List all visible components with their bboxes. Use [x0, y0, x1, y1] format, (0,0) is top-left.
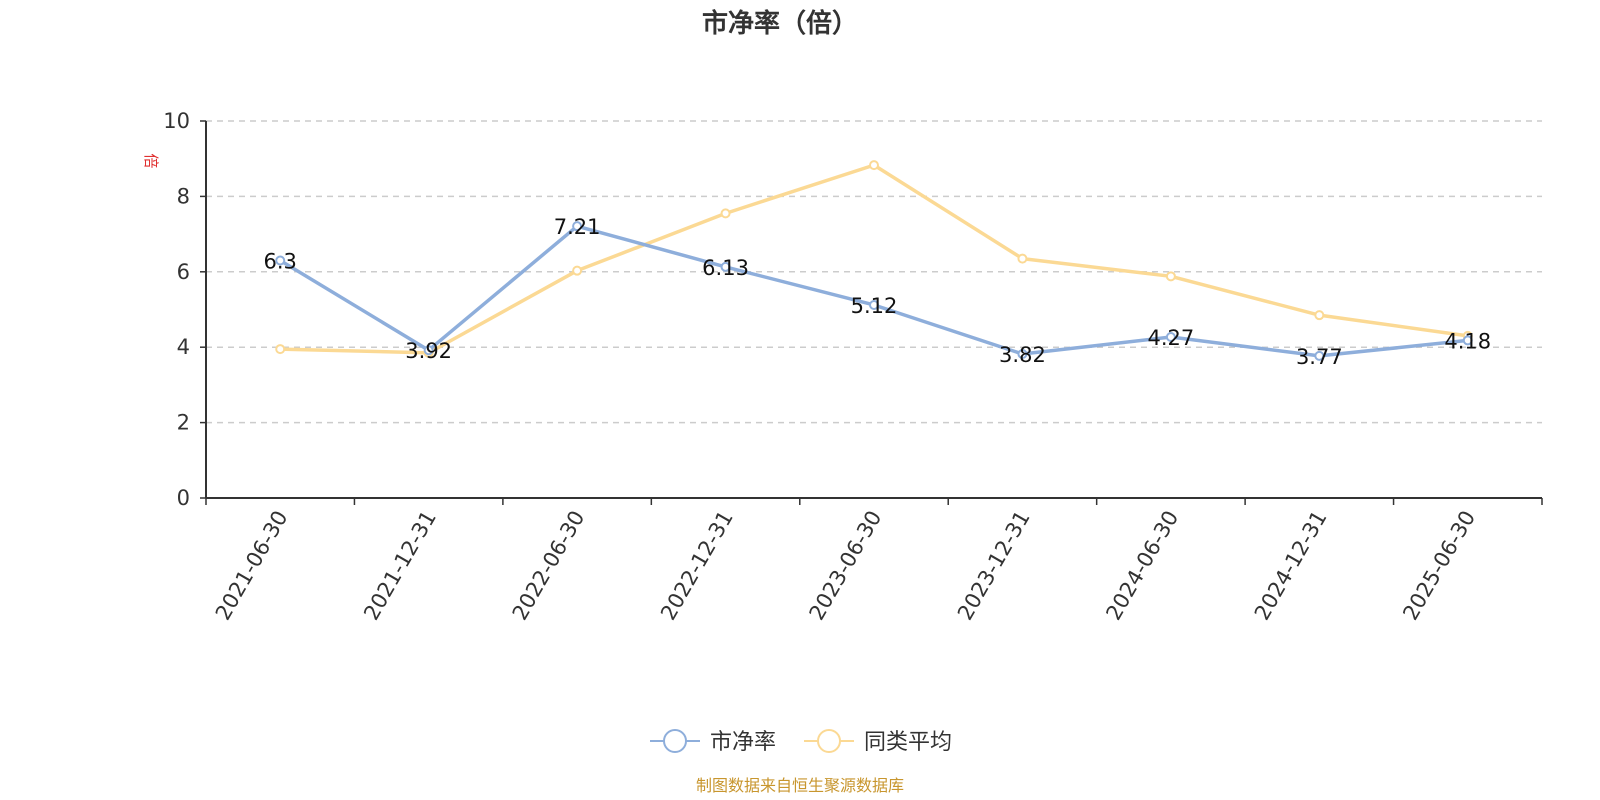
- y-axis-unit: 倍: [142, 153, 160, 168]
- legend: 市净率 同类平均: [650, 729, 952, 755]
- data-point: [423, 345, 434, 356]
- data-point: [1017, 348, 1028, 359]
- legend-label: 同类平均: [864, 730, 952, 755]
- y-tick-label: 10: [163, 109, 190, 133]
- axes: [205, 121, 1542, 499]
- x-tick-label: 2021-06-30: [211, 507, 293, 625]
- source-note: 制图数据来自恒生聚源数据库: [696, 776, 904, 795]
- legend-marker: [663, 729, 687, 753]
- legend-label: 市净率: [710, 730, 776, 755]
- y-tick-label: 6: [177, 260, 190, 284]
- y-tick-label: 0: [177, 486, 190, 510]
- data-label: 3.77: [1296, 345, 1343, 369]
- y-tick-label: 4: [177, 335, 190, 359]
- data-point: [869, 160, 879, 171]
- series-group: [275, 160, 1473, 361]
- data-label: 6.13: [702, 256, 749, 280]
- x-tick-label: 2022-12-31: [656, 507, 738, 625]
- data-label: 7.21: [554, 215, 601, 239]
- data-labels: 6.3 3.92 7.21 6.13 5.12 3.82 4.27 3.77 4.18: [264, 215, 1492, 369]
- data-point: [275, 344, 286, 355]
- data-point: [1165, 332, 1176, 343]
- data-point: [1017, 253, 1028, 264]
- data-label: 5.12: [851, 294, 898, 318]
- chart-title: 市净率（倍）: [702, 8, 858, 39]
- data-label: 3.82: [999, 343, 1046, 367]
- data-point: [1165, 271, 1176, 282]
- x-tick-label: 2023-06-30: [805, 507, 887, 625]
- data-point: [869, 299, 879, 310]
- data-label: 3.92: [405, 339, 452, 363]
- data-point: [1314, 310, 1325, 321]
- data-point: [1314, 350, 1325, 361]
- y-tick-label: 8: [177, 184, 190, 208]
- y-tick-label: 2: [177, 411, 190, 435]
- data-point: [1462, 335, 1473, 346]
- data-point: [720, 261, 731, 272]
- x-tick-label: 2024-12-31: [1250, 507, 1332, 625]
- data-label: 4.27: [1148, 326, 1195, 350]
- x-tick-label: 2022-06-30: [508, 507, 590, 625]
- legend-marker: [817, 729, 841, 753]
- x-tick-label: 2025-06-30: [1398, 507, 1480, 625]
- data-point: [572, 265, 583, 276]
- data-point: [720, 208, 731, 219]
- data-point: [572, 221, 583, 232]
- x-tick-label: 2021-12-31: [359, 506, 441, 624]
- data-label: 4.18: [1444, 329, 1491, 353]
- x-tick-label: 2024-06-30: [1101, 507, 1183, 625]
- x-tick-label: 2023-12-31: [953, 507, 1035, 625]
- x-axis-ticks: 2021-06-30 2021-12-31 2022-06-30 2022-12-31…: [205, 498, 1543, 625]
- y-axis-ticks: 0 2 4 6 8 10: [163, 109, 206, 510]
- data-label: 6.3: [264, 249, 297, 273]
- data-point: [275, 255, 286, 266]
